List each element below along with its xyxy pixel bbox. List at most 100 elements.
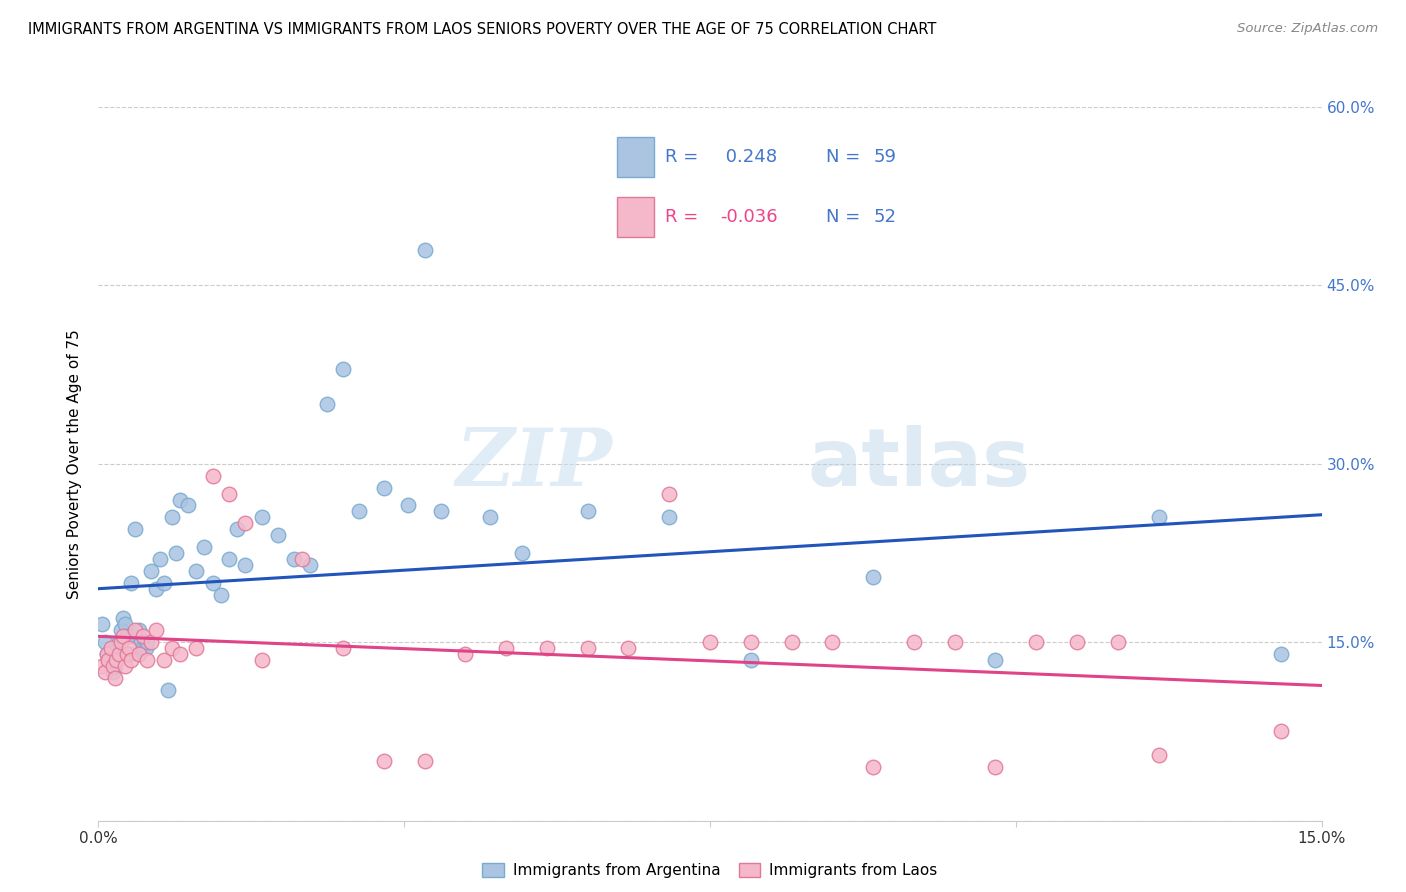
Point bbox=[110, 624, 132, 638]
Point bbox=[127, 647, 149, 661]
Point bbox=[862, 570, 884, 584]
Point bbox=[128, 624, 150, 638]
Point bbox=[658, 486, 681, 500]
Point bbox=[152, 575, 174, 590]
Legend: Immigrants from Argentina, Immigrants from Laos: Immigrants from Argentina, Immigrants fr… bbox=[477, 857, 943, 884]
Point bbox=[193, 540, 215, 554]
Point bbox=[413, 243, 436, 257]
Point bbox=[104, 659, 127, 673]
Point bbox=[105, 641, 128, 656]
Point bbox=[218, 486, 240, 500]
Point bbox=[1270, 647, 1292, 661]
Text: IMMIGRANTS FROM ARGENTINA VS IMMIGRANTS FROM LAOS SENIORS POVERTY OVER THE AGE O: IMMIGRANTS FROM ARGENTINA VS IMMIGRANTS … bbox=[28, 22, 936, 37]
Point bbox=[111, 611, 134, 625]
Point bbox=[108, 647, 131, 661]
Point bbox=[128, 647, 150, 661]
Text: -0.036: -0.036 bbox=[720, 209, 778, 227]
Point bbox=[218, 552, 240, 566]
Point bbox=[984, 760, 1007, 774]
Point bbox=[740, 635, 762, 649]
Point bbox=[233, 558, 256, 572]
Point bbox=[149, 552, 172, 566]
Point bbox=[186, 641, 208, 656]
Text: N =: N = bbox=[827, 148, 860, 166]
Point bbox=[1147, 510, 1170, 524]
Point bbox=[177, 499, 200, 513]
Point bbox=[373, 481, 395, 495]
Point bbox=[332, 641, 354, 656]
Point bbox=[169, 647, 191, 661]
Text: Source: ZipAtlas.com: Source: ZipAtlas.com bbox=[1237, 22, 1378, 36]
Point bbox=[124, 624, 146, 638]
Point bbox=[903, 635, 925, 649]
Point bbox=[299, 558, 322, 572]
Point bbox=[121, 629, 143, 643]
Point bbox=[984, 653, 1007, 667]
Point bbox=[1270, 724, 1292, 739]
Point bbox=[96, 647, 118, 661]
Point bbox=[165, 546, 187, 560]
Point bbox=[332, 361, 354, 376]
Point bbox=[114, 617, 136, 632]
Point bbox=[821, 635, 844, 649]
Point bbox=[136, 635, 159, 649]
Point bbox=[124, 522, 146, 536]
Point bbox=[115, 629, 138, 643]
Point bbox=[132, 629, 155, 643]
Point bbox=[617, 641, 640, 656]
Y-axis label: Seniors Poverty Over the Age of 75: Seniors Poverty Over the Age of 75 bbox=[67, 329, 83, 599]
Point bbox=[101, 659, 124, 673]
Point bbox=[135, 641, 157, 656]
Point bbox=[430, 504, 453, 518]
Point bbox=[226, 522, 249, 536]
Point bbox=[201, 468, 224, 483]
Point bbox=[233, 516, 256, 531]
Point bbox=[152, 653, 174, 667]
Point bbox=[658, 510, 681, 524]
Point bbox=[862, 760, 884, 774]
Point bbox=[96, 647, 118, 661]
Point bbox=[118, 647, 141, 661]
Text: ZIP: ZIP bbox=[456, 425, 612, 502]
Point bbox=[97, 653, 120, 667]
Point bbox=[1147, 748, 1170, 763]
Point bbox=[118, 641, 141, 656]
Point bbox=[283, 552, 305, 566]
Point bbox=[110, 635, 132, 649]
Point bbox=[160, 510, 183, 524]
Point bbox=[132, 641, 155, 656]
Point bbox=[1025, 635, 1047, 649]
Text: 52: 52 bbox=[875, 209, 897, 227]
Point bbox=[576, 504, 599, 518]
Point bbox=[91, 617, 114, 632]
Point bbox=[104, 671, 127, 685]
Point bbox=[267, 528, 290, 542]
Point bbox=[201, 575, 224, 590]
Point bbox=[160, 641, 183, 656]
Point bbox=[250, 653, 273, 667]
Point bbox=[156, 682, 179, 697]
Text: R =: R = bbox=[665, 148, 697, 166]
Point bbox=[576, 641, 599, 656]
Point bbox=[349, 504, 371, 518]
Point bbox=[209, 588, 232, 602]
Point bbox=[115, 647, 138, 661]
Bar bbox=[617, 197, 654, 237]
Text: 59: 59 bbox=[875, 148, 897, 166]
Point bbox=[315, 397, 337, 411]
Point bbox=[495, 641, 517, 656]
Point bbox=[105, 653, 128, 667]
Point bbox=[1066, 635, 1088, 649]
Point bbox=[169, 492, 191, 507]
Point bbox=[699, 635, 721, 649]
Point bbox=[250, 510, 273, 524]
Point bbox=[108, 635, 131, 649]
Text: R =: R = bbox=[665, 209, 697, 227]
Point bbox=[512, 546, 534, 560]
Point bbox=[740, 653, 762, 667]
Point bbox=[100, 641, 122, 656]
Point bbox=[943, 635, 966, 649]
Point bbox=[136, 653, 159, 667]
Point bbox=[186, 564, 208, 578]
Text: N =: N = bbox=[827, 209, 860, 227]
